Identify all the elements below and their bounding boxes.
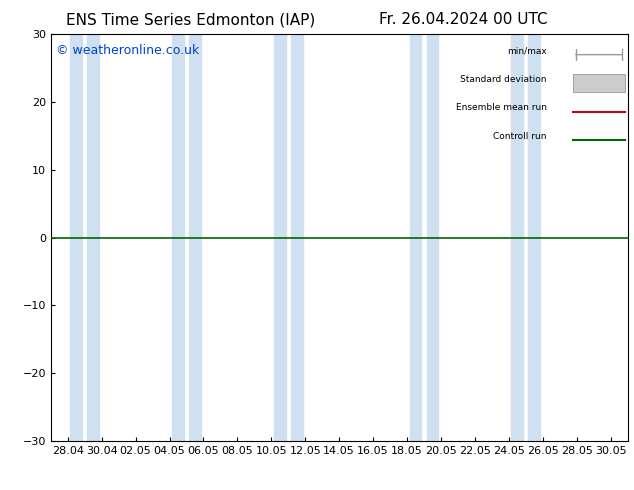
Bar — [189, 34, 201, 441]
Text: ENS Time Series Edmonton (IAP): ENS Time Series Edmonton (IAP) — [65, 12, 315, 27]
Bar — [87, 34, 99, 441]
Text: Controll run: Controll run — [493, 132, 547, 141]
Bar — [274, 34, 286, 441]
Bar — [573, 74, 624, 92]
Text: Standard deviation: Standard deviation — [460, 75, 547, 84]
Text: Ensemble mean run: Ensemble mean run — [456, 103, 547, 112]
Bar — [291, 34, 302, 441]
Text: Fr. 26.04.2024 00 UTC: Fr. 26.04.2024 00 UTC — [378, 12, 547, 27]
Bar — [70, 34, 82, 441]
Text: © weatheronline.co.uk: © weatheronline.co.uk — [56, 45, 200, 57]
Bar — [427, 34, 439, 441]
Bar — [172, 34, 184, 441]
Bar — [528, 34, 540, 441]
Bar — [512, 34, 523, 441]
Bar — [410, 34, 422, 441]
Text: min/max: min/max — [507, 47, 547, 55]
